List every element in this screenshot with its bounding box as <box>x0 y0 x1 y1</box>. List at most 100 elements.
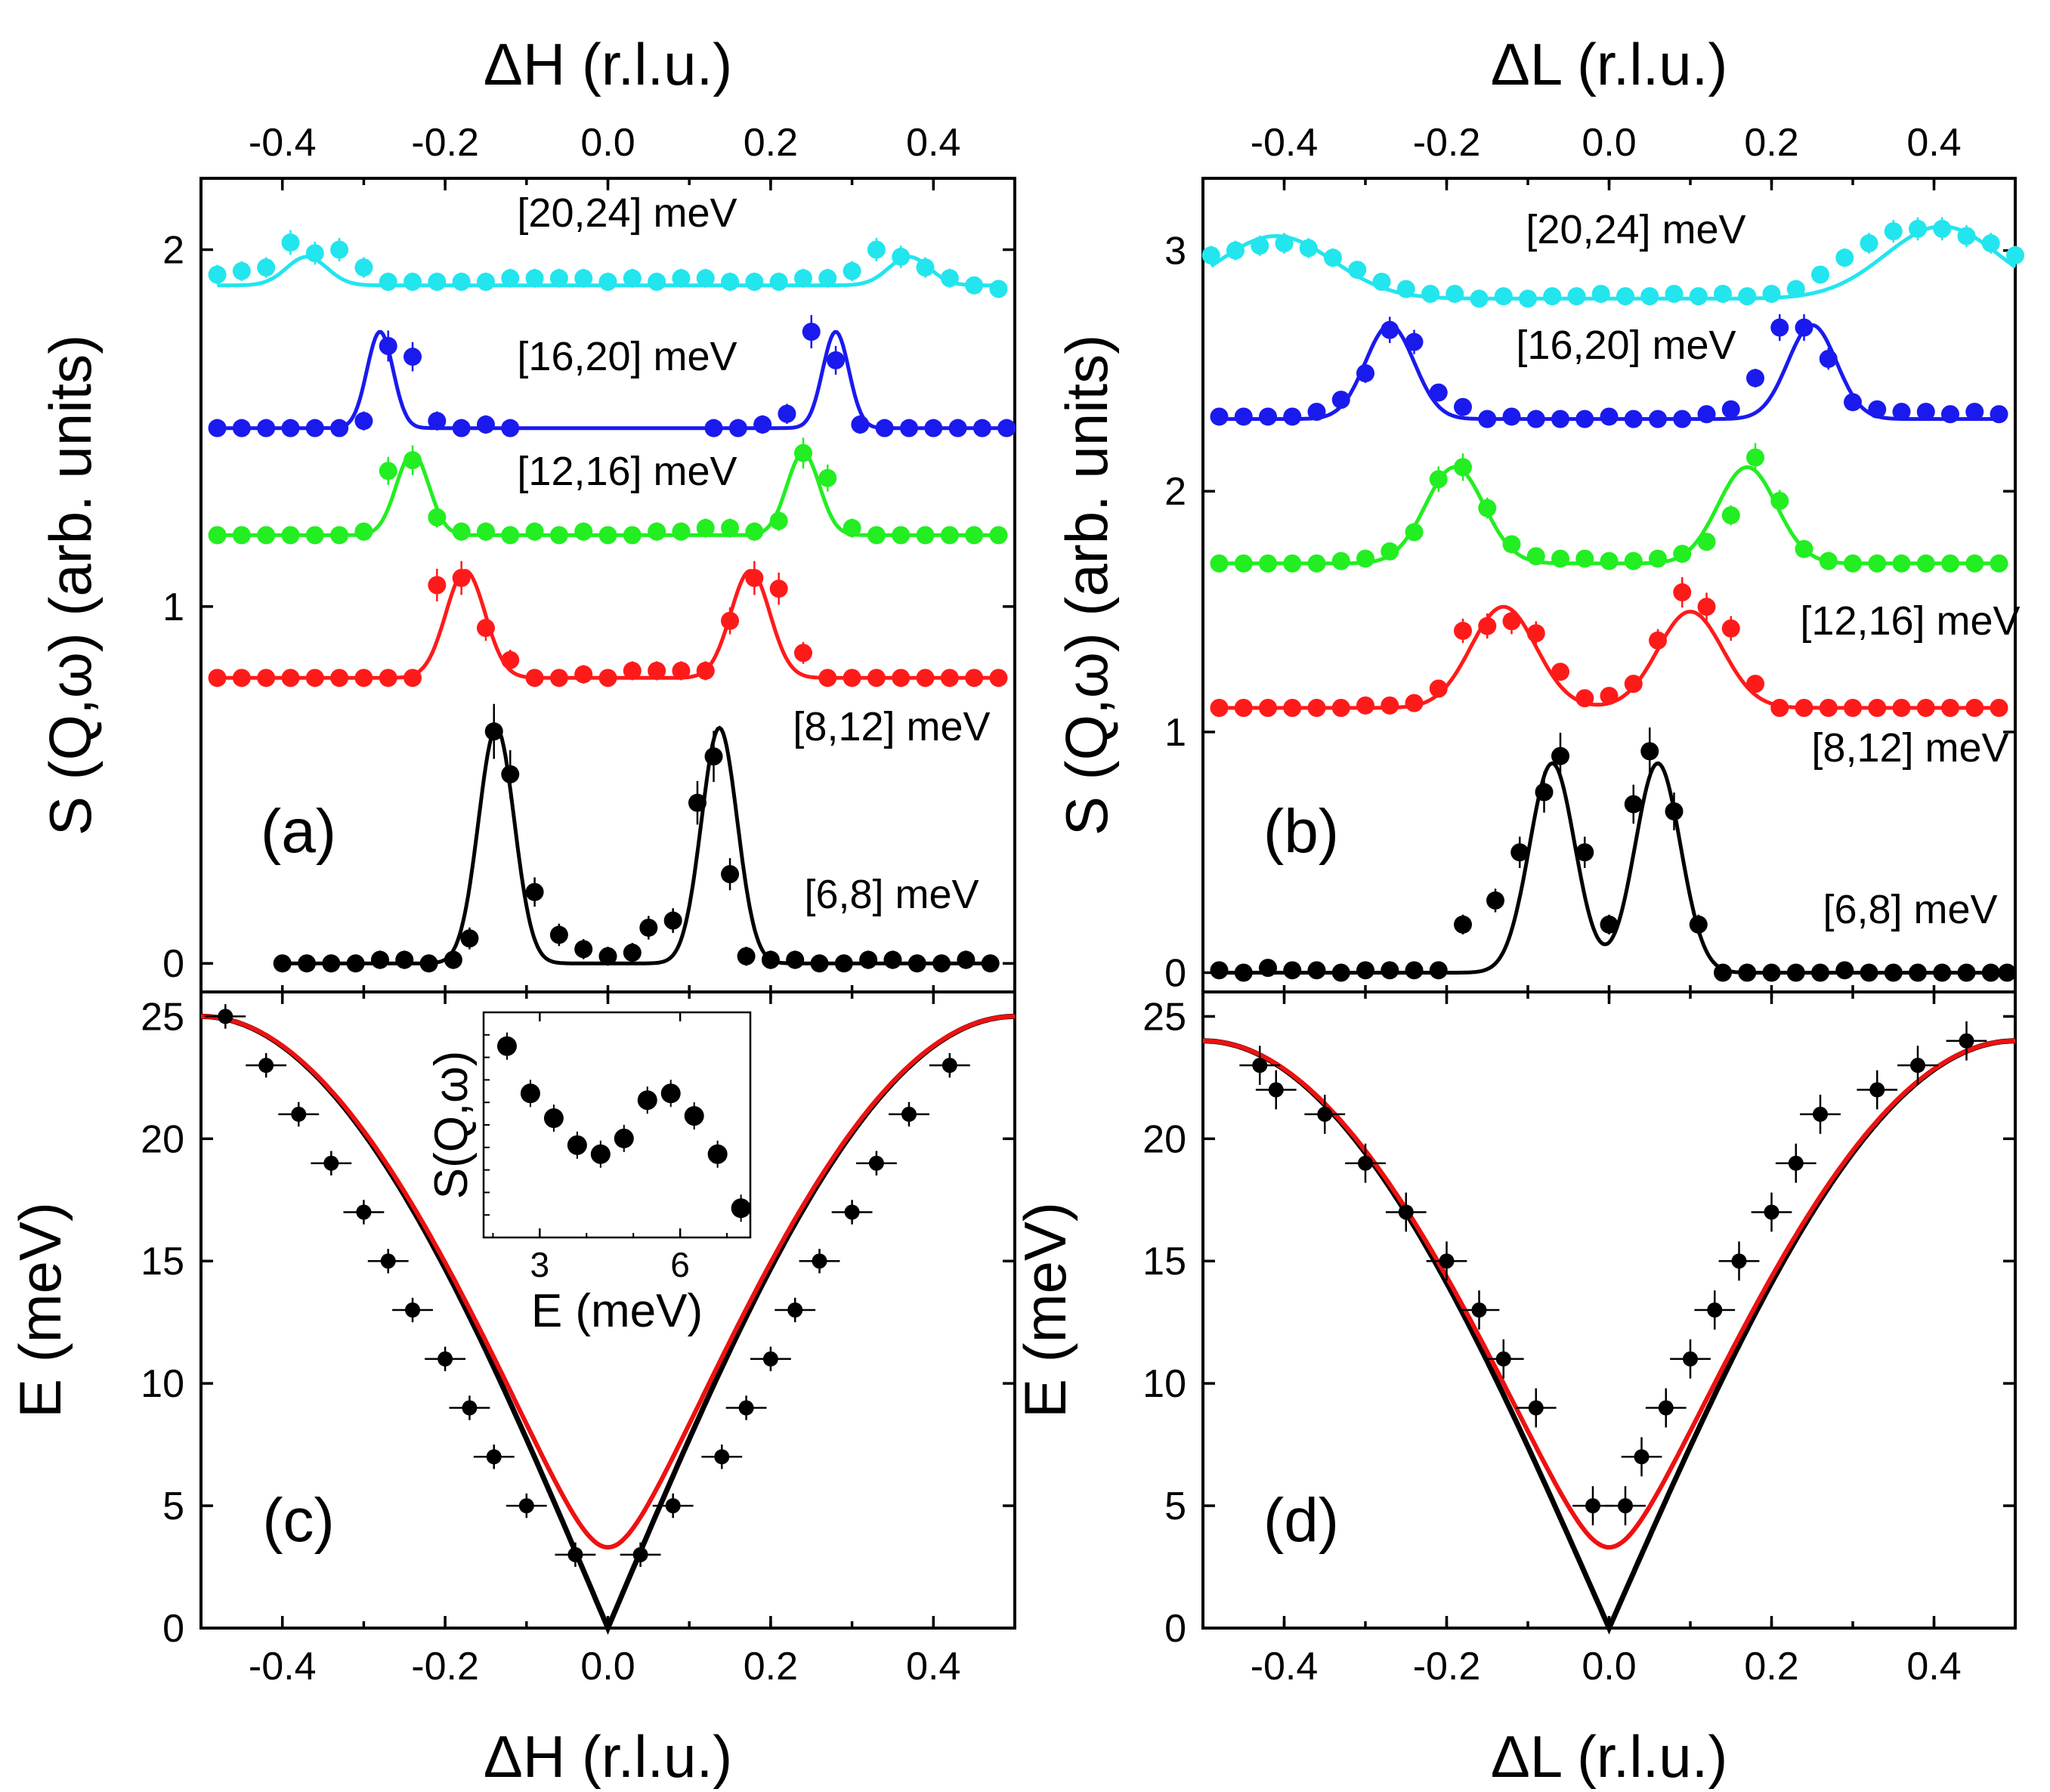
data-point <box>1941 554 1959 573</box>
inset-data-point <box>637 1090 657 1111</box>
data-point <box>1600 407 1619 426</box>
x-tick-label: 0.0 <box>1582 1645 1636 1688</box>
x-tick-label-top: -0.2 <box>411 121 479 165</box>
data-point <box>346 954 365 973</box>
data-point <box>501 526 520 545</box>
data-point <box>1665 284 1684 303</box>
data-point <box>867 669 886 687</box>
data-point <box>892 669 911 687</box>
data-point <box>1429 383 1448 402</box>
data-point <box>972 419 991 437</box>
inset-y-axis-title: S(Q,ω) <box>425 1051 478 1200</box>
data-point <box>1535 783 1554 802</box>
data-point <box>1916 699 1935 718</box>
data-point <box>892 526 911 545</box>
data-point <box>567 1546 583 1562</box>
fit-curve <box>282 725 991 966</box>
data-point <box>574 522 593 541</box>
data-point <box>1494 287 1513 306</box>
data-point <box>1868 699 1887 718</box>
fit-curve <box>217 329 1007 431</box>
data-point <box>696 661 715 680</box>
data-point <box>379 337 397 356</box>
y-tick-label: 2 <box>1164 470 1186 514</box>
data-point <box>1259 699 1277 718</box>
data-point <box>948 419 967 437</box>
data-point <box>1764 1204 1779 1220</box>
data-point <box>1813 1106 1828 1122</box>
data-point <box>598 272 617 291</box>
data-point <box>330 526 349 545</box>
x-tick-label-top: 0.0 <box>580 121 635 165</box>
data-point <box>704 419 723 437</box>
panel-label: (a) <box>261 797 336 866</box>
data-point <box>1478 616 1497 635</box>
data-point <box>1454 622 1472 641</box>
data-point <box>1439 1253 1455 1269</box>
data-point <box>428 508 447 527</box>
data-point <box>1819 699 1838 718</box>
data-point <box>663 911 682 930</box>
data-point <box>721 865 740 884</box>
data-point <box>623 944 642 962</box>
data-point <box>1324 249 1342 267</box>
y-tick-label: 1 <box>162 585 184 629</box>
data-point <box>1210 961 1229 980</box>
data-point <box>1252 1058 1268 1074</box>
data-point <box>1429 470 1448 489</box>
plot-frame <box>199 177 1016 993</box>
data-point <box>818 669 837 687</box>
data-point <box>1526 624 1545 643</box>
data-point <box>1770 699 1789 718</box>
data-point <box>1909 963 1927 982</box>
data-point <box>232 526 251 545</box>
x-tick-label: -0.2 <box>411 1645 479 1688</box>
data-point <box>1965 699 1984 718</box>
data-point <box>1762 284 1781 303</box>
data-point <box>1941 405 1959 424</box>
data-point <box>1721 506 1740 525</box>
data-point <box>370 950 389 969</box>
data-point <box>940 526 959 545</box>
data-point <box>1869 1082 1885 1098</box>
data-point <box>518 1498 534 1514</box>
inset-data-point <box>496 1036 517 1056</box>
data-point <box>1689 915 1708 934</box>
data-point <box>1519 289 1537 308</box>
data-point <box>851 415 870 434</box>
data-point <box>1746 675 1764 694</box>
inset-data-point <box>567 1135 587 1155</box>
y-tick-label: 20 <box>141 1117 184 1161</box>
data-point <box>1965 554 1984 573</box>
data-point <box>354 412 373 431</box>
data-point <box>1714 963 1732 982</box>
data-point <box>1649 631 1667 650</box>
data-point <box>1446 284 1464 303</box>
data-point <box>1634 1449 1650 1465</box>
data-point <box>1502 612 1521 631</box>
data-point <box>1844 393 1862 412</box>
data-point <box>844 1204 860 1220</box>
data-point <box>1210 699 1229 718</box>
data-point <box>1495 1351 1511 1367</box>
curve-label: [6,8] meV <box>1823 887 1997 932</box>
x-tick-label-top: 0.4 <box>1906 121 1961 165</box>
y-tick-label: 10 <box>1142 1362 1186 1406</box>
curve-label: [16,20] meV <box>1516 323 1736 368</box>
data-point <box>834 954 853 973</box>
data-point <box>1567 287 1586 306</box>
fit-curve <box>1219 761 2008 975</box>
data-point <box>1844 554 1862 573</box>
y-tick-label: 1 <box>1164 711 1186 755</box>
data-point <box>696 269 715 288</box>
data-point <box>208 265 227 284</box>
data-point <box>1811 265 1829 284</box>
data-point <box>1234 407 1253 426</box>
data-point <box>1916 403 1935 422</box>
data-point <box>957 950 976 969</box>
data-point <box>1331 391 1350 409</box>
data-point <box>257 258 276 277</box>
data-point <box>1356 961 1374 980</box>
data-point <box>843 261 861 280</box>
data-point <box>1259 554 1277 573</box>
